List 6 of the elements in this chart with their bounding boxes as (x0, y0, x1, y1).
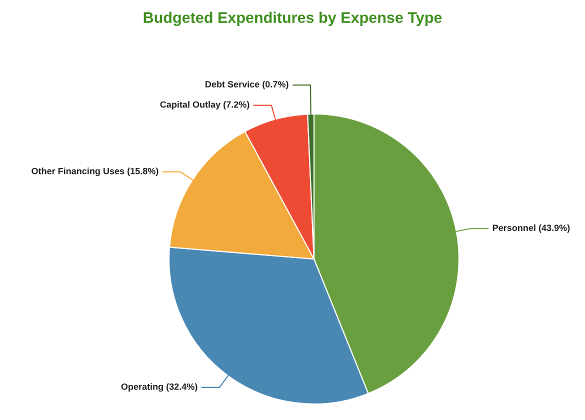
slice-label: Capital Outlay (7.2%) (160, 101, 250, 110)
chart-title: Budgeted Expenditures by Expense Type (144, 12, 442, 26)
slice-label: Debt Service (0.7%) (206, 80, 288, 90)
slice-label: Other Financing Uses (15.8%) (32, 168, 158, 176)
slice-label: Operating (32.4%) (121, 383, 198, 392)
slice-label: Personnel (43.9%) (492, 224, 570, 233)
